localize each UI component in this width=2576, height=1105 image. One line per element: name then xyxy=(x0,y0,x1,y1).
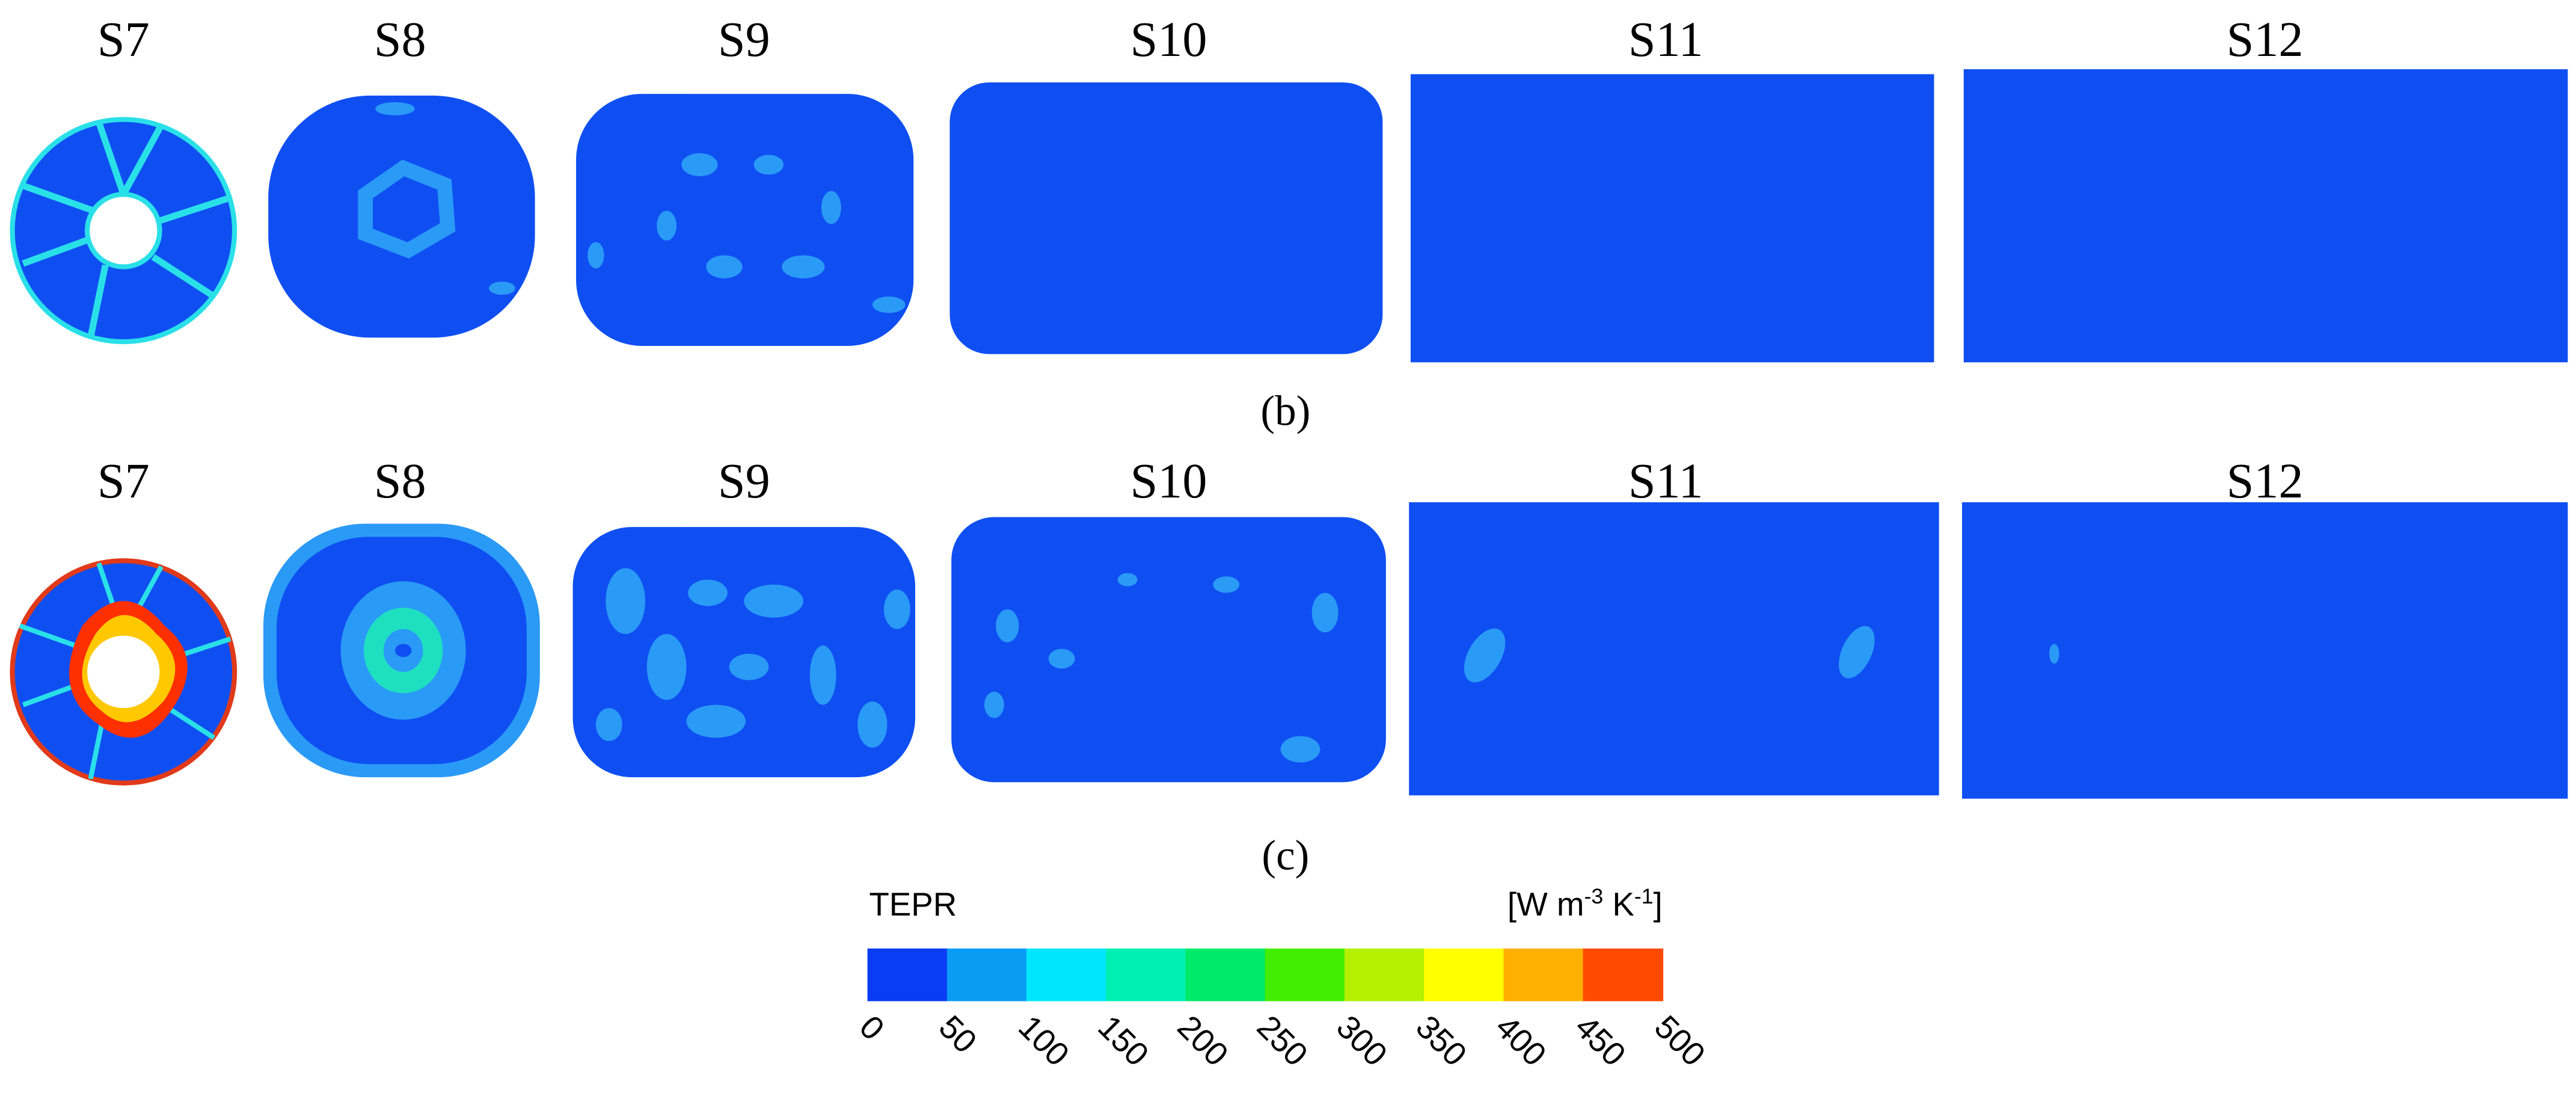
section-label: S12 xyxy=(2227,454,2304,508)
section-label: S8 xyxy=(374,454,426,508)
colorbar-tick-label: 0 xyxy=(853,1008,892,1047)
row-b-plots xyxy=(10,69,2568,363)
section-label: S11 xyxy=(1628,12,1704,67)
colorbar-tick-label: 350 xyxy=(1409,1008,1474,1073)
section-label: S10 xyxy=(1130,12,1207,67)
row-c-labels: S7 S8 S9 S10 S11 S12 xyxy=(97,454,2304,508)
s12-plot xyxy=(1961,502,2568,799)
colorbar-tick-label: 250 xyxy=(1250,1008,1315,1073)
s9-plot xyxy=(572,527,915,778)
colorbar-segment xyxy=(1583,948,1664,1002)
colorbar-segment xyxy=(1503,948,1584,1002)
colorbar-tick-label: 400 xyxy=(1488,1008,1553,1073)
colorbar-title: TEPR xyxy=(869,885,957,923)
unit-part: [W m xyxy=(1507,885,1584,923)
colorbar-segment xyxy=(1424,948,1504,1002)
colorbar-segment xyxy=(1106,948,1186,1002)
panel-label: (b) xyxy=(1260,387,1310,434)
s8-plot xyxy=(268,95,535,338)
colorbar-tick-label: 300 xyxy=(1329,1008,1394,1073)
row-b-labels: S7 S8 S9 S10 S11 S12 xyxy=(97,12,2304,67)
s9-plot xyxy=(576,94,914,346)
s10-plot xyxy=(951,517,1386,783)
s11-plot xyxy=(1410,74,1934,363)
colorbar-segment xyxy=(1026,948,1107,1002)
colorbar: 0 50 100 150 200 250 300 350 400 450 500 xyxy=(853,948,1713,1073)
unit-part: -3 xyxy=(1584,884,1604,908)
row-c-plots xyxy=(10,502,2568,799)
colorbar-tick-label: 100 xyxy=(1011,1008,1076,1073)
section-label: S8 xyxy=(374,12,426,67)
colorbar-tick-label: 200 xyxy=(1171,1008,1236,1073)
section-label: S9 xyxy=(718,12,770,67)
section-label: S10 xyxy=(1130,454,1207,508)
colorbar-segment xyxy=(946,948,1028,1002)
colorbar-segment xyxy=(1344,948,1425,1002)
unit-part: K xyxy=(1603,885,1634,923)
colorbar-tick-label: 50 xyxy=(932,1008,984,1060)
section-label: S11 xyxy=(1628,454,1704,508)
section-label: S7 xyxy=(97,12,150,67)
s10-plot xyxy=(949,82,1383,354)
section-label: S9 xyxy=(718,454,770,508)
unit-part: ] xyxy=(1654,885,1663,923)
colorbar-unit: [W m-3 K-1] xyxy=(1507,884,1663,923)
colorbar-tick-label: 500 xyxy=(1648,1008,1713,1073)
colorbar-tick-label: 450 xyxy=(1568,1008,1633,1073)
s12-plot xyxy=(1963,69,2568,363)
unit-part: -1 xyxy=(1634,884,1654,908)
colorbar-segment xyxy=(1265,948,1346,1002)
colorbar-tick-label: 150 xyxy=(1091,1008,1156,1073)
section-label: S7 xyxy=(97,454,150,508)
colorbar-segment xyxy=(1185,948,1266,1002)
colorbar-segment xyxy=(867,948,948,1002)
section-label: S12 xyxy=(2227,12,2304,67)
panel-label: (c) xyxy=(1262,832,1309,879)
